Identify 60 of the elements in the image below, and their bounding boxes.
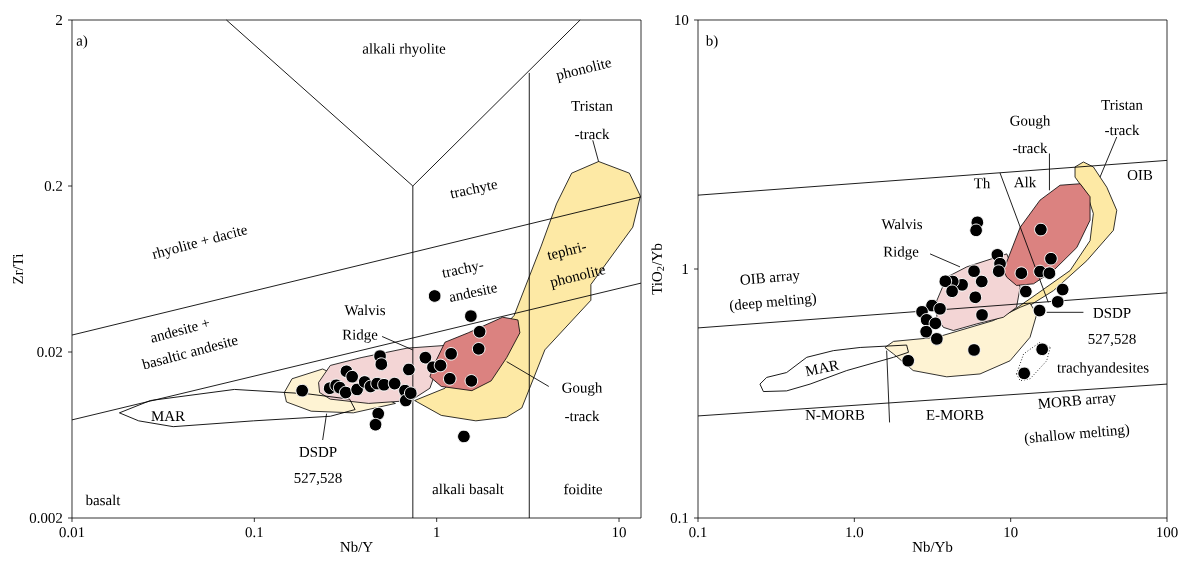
annotation: Tristan (571, 100, 613, 112)
annotation: DSDP (1093, 307, 1131, 319)
annotation: trachyandesites (1057, 362, 1149, 376)
y-tick-label: 0.2 (44, 180, 63, 192)
annotation: MAR (804, 360, 840, 377)
annotation: alkali basalt (432, 483, 504, 495)
annotation: -track (565, 410, 600, 422)
x-axis-title: Nb/Y (340, 541, 373, 553)
y-axis-title: TiO$_{2}$/Yb (651, 243, 664, 295)
y-tick-label: 0.1 (670, 512, 688, 524)
annotation: OIB array (740, 272, 800, 285)
annotation: MORB array (1037, 395, 1116, 409)
x-tick-label: 10 (1004, 527, 1018, 538)
annotation: phonolite (550, 267, 606, 291)
annotation: (deep melting) (730, 292, 817, 314)
y-tick-label: 0.02 (37, 346, 63, 358)
x-axis-title: Nb/Yb (912, 541, 953, 552)
annotation: Alk (1013, 176, 1037, 188)
x-tick-label: 0.1 (245, 527, 263, 538)
annotation: 527,528 (1088, 333, 1136, 347)
annotation: -track (575, 128, 610, 140)
y-tick-label: 1 (682, 264, 688, 274)
annotation: alkali rhyolite (362, 43, 446, 57)
x-tick-label: 1 (434, 527, 440, 538)
annotation: foidite (563, 483, 602, 495)
x-tick-label: 0.1 (689, 527, 707, 538)
annotation: Ridge (883, 246, 919, 260)
annotation: N-MORB (805, 409, 865, 421)
x-tick-label: 10 (612, 527, 626, 538)
annotation: a) (76, 35, 88, 49)
annotation: E-MORB (926, 409, 984, 421)
annotation: rhyolite + dacite (152, 227, 248, 260)
annotation: andesite (450, 284, 498, 302)
annotation: OIB (1127, 169, 1153, 181)
x-tick-label: 100 (1157, 527, 1178, 538)
annotation: b) (705, 35, 718, 49)
annotation: Walvis (881, 218, 923, 230)
annotation: Walvis (344, 304, 386, 316)
annotation: trachy- (441, 262, 484, 278)
annotation: Ridge (342, 329, 378, 343)
annotation: MAR (151, 411, 185, 421)
annotation: Tristan (1101, 99, 1143, 111)
annotation: Gough (1010, 115, 1051, 129)
annotation: -track (1105, 124, 1140, 136)
x-tick-label: 1.0 (846, 527, 864, 538)
y-tick-label: 0.002 (29, 512, 63, 524)
annotation: -track (1013, 142, 1048, 154)
annotation: phonolite (556, 60, 612, 84)
annotation: (shallow melting) (1024, 424, 1130, 446)
y-tick-label: 2 (56, 15, 63, 25)
annotation: trachyte (449, 182, 498, 199)
annotation: tephri- (547, 242, 586, 261)
x-tick-label: 0.01 (59, 527, 85, 538)
annotation: Th (973, 177, 991, 189)
annotation: DSDP (299, 446, 337, 458)
y-axis-title: Zr/Ti (12, 253, 24, 284)
annotation: 527,528 (294, 472, 342, 486)
y-tick-label: 10 (675, 14, 689, 26)
annotation: Gough (562, 382, 603, 396)
annotation: basalt (85, 494, 121, 506)
